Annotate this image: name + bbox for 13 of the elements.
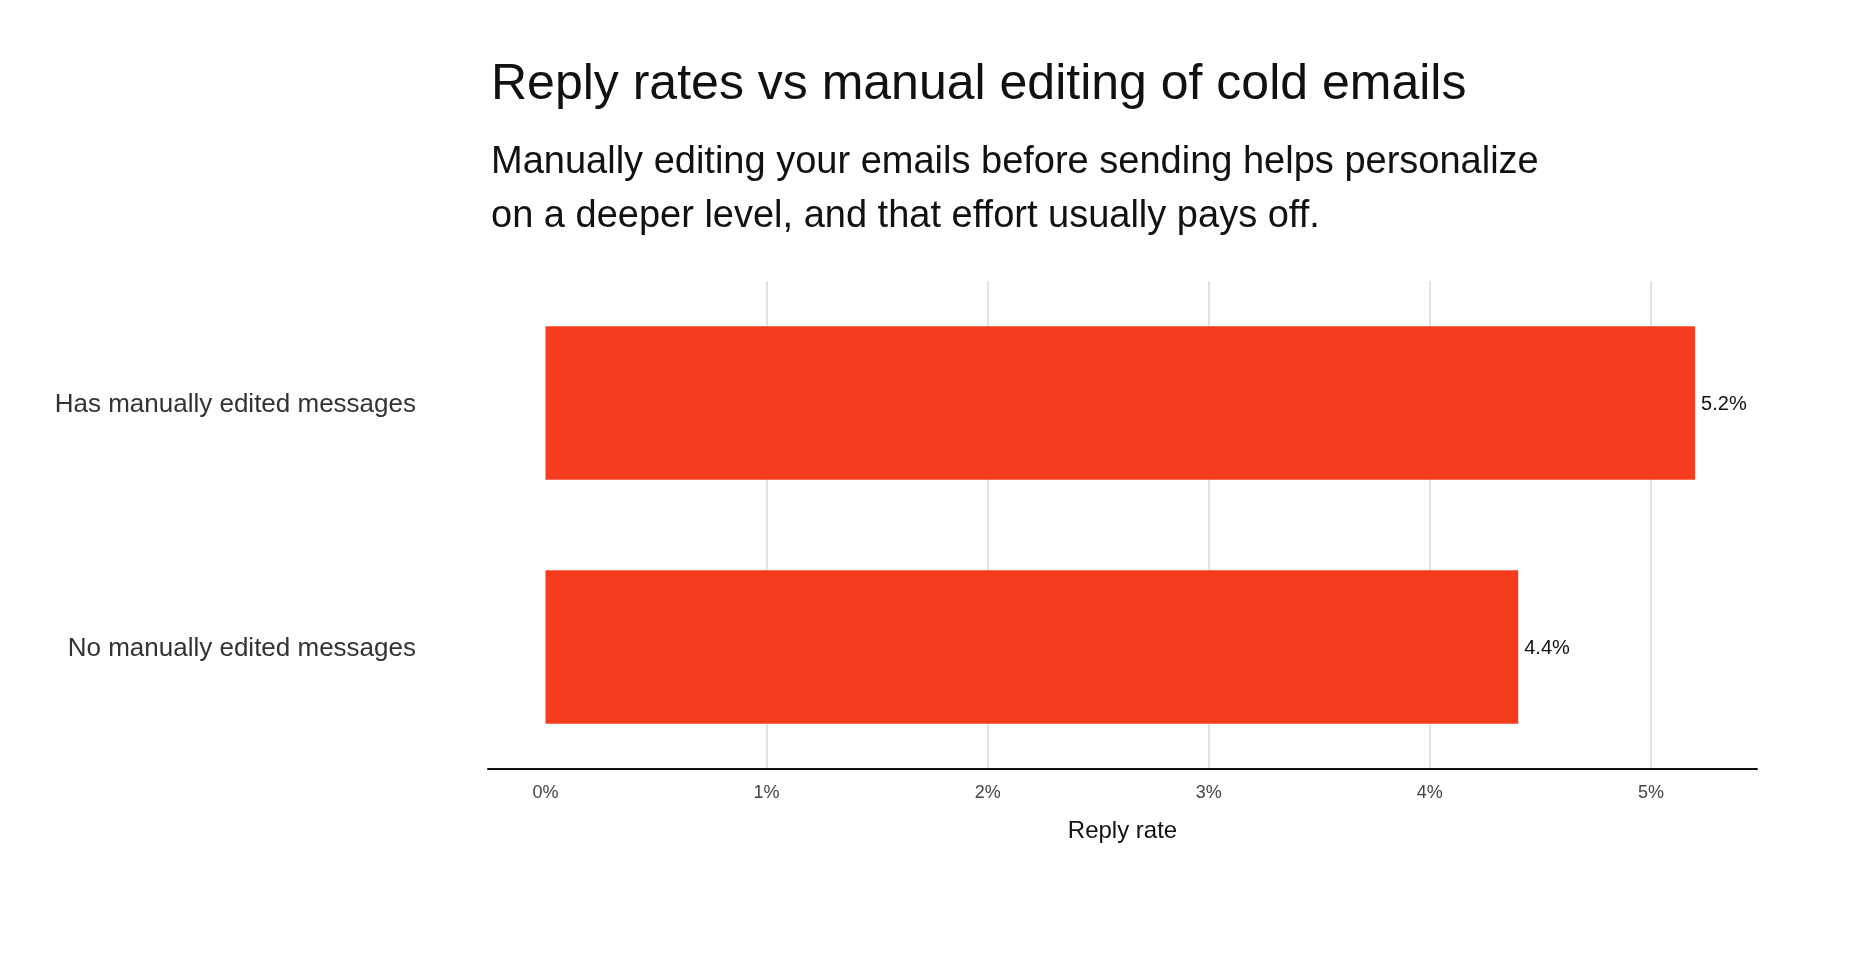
chart-subtitle: Manually editing your emails before sending helps personalize on a deeper level, and that effort usually pays off. (491, 139, 1550, 235)
x-tick-label: 2% (974, 782, 1001, 802)
x-tick-label: 0% (532, 782, 559, 802)
data-label: 5.2% (1701, 392, 1747, 414)
y-tick-label: No manually edited messages (67, 632, 416, 662)
x-axis-title: Reply rate (1067, 815, 1178, 843)
data-label: 4.4% (1524, 636, 1571, 658)
x-tick-label: 5% (1637, 782, 1664, 802)
chart-title: Reply rates vs manual editing of cold emails (491, 54, 1467, 110)
y-tick-label: Has manually edited messages (54, 388, 416, 418)
x-tick-label: 3% (1195, 782, 1222, 802)
x-tick-label: 4% (1416, 782, 1443, 802)
x-tick-label: 1% (753, 782, 780, 802)
